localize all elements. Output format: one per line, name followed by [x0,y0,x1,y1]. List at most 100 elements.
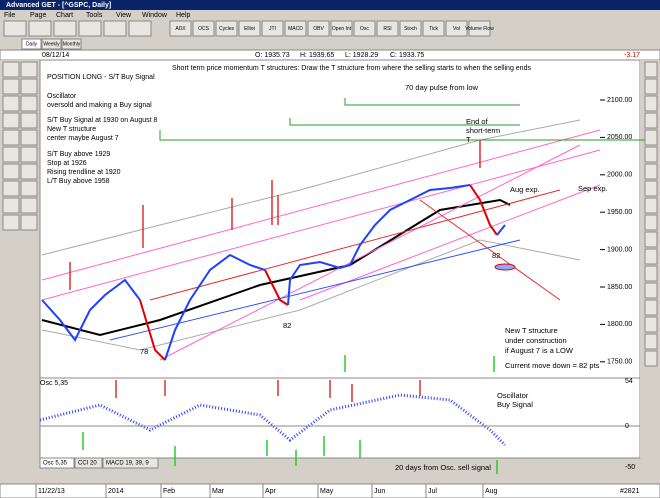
side-button[interactable] [644,248,658,265]
side-button[interactable] [2,146,20,163]
side-button[interactable] [644,163,658,180]
side-button[interactable] [644,95,658,112]
chart-annotation: 82 [283,321,291,330]
toolbar-button[interactable] [330,20,353,37]
toolbar-button[interactable] [399,20,422,37]
toolbar-label: OCS [198,26,210,32]
menu-item[interactable]: Help [176,12,191,19]
side-button[interactable] [20,78,38,95]
side-button[interactable] [644,316,658,333]
chart-annotation: 70 day pulse from low [405,83,479,92]
oscillator-y-label: 54 [625,378,633,385]
toolbar-button[interactable] [78,20,102,37]
bottom-tab[interactable] [102,457,159,469]
bottom-tab[interactable] [39,457,75,469]
toolbar-button[interactable] [215,20,238,37]
x-tick-label: Jul [428,488,437,495]
side-button[interactable] [644,350,658,367]
side-button[interactable] [644,231,658,248]
side-button[interactable] [20,163,38,180]
toolbar-button[interactable] [307,20,330,37]
side-button[interactable] [644,78,658,95]
side-button[interactable] [2,197,20,214]
side-button[interactable] [644,197,658,214]
bottom-tab[interactable] [74,457,103,469]
side-button[interactable] [2,95,20,112]
x-tick-label: 11/22/13 [38,488,65,495]
y-tick-label: 2000.00 [607,172,632,179]
toolbar-button[interactable] [3,20,27,37]
side-button[interactable] [2,78,20,95]
chart-note: New T structure [47,126,96,133]
oscillator-annotation: Oscillator [497,391,529,400]
side-button[interactable] [20,129,38,146]
side-button[interactable] [2,214,20,231]
menu-item[interactable]: Page [30,12,46,19]
x-tick-label: Feb [163,488,175,495]
chart-note: Rising trendline at 1920 [47,169,121,176]
side-button[interactable] [20,180,38,197]
toolbar-button[interactable] [103,20,127,37]
chart-annotation: Aug exp. [510,185,540,194]
menu-item[interactable]: Window [142,12,168,19]
tab[interactable] [61,38,82,50]
side-button[interactable] [2,180,20,197]
side-button[interactable] [644,333,658,350]
side-button[interactable] [20,95,38,112]
side-button[interactable] [20,112,38,129]
side-button[interactable] [2,163,20,180]
side-button[interactable] [644,61,658,78]
toolbar-button[interactable] [468,20,491,37]
toolbar-label: OBV [313,26,324,32]
toolbar-button[interactable] [284,20,307,37]
menu-item[interactable]: Chart [56,12,73,19]
toolbar-button[interactable] [53,20,77,37]
menu-item[interactable]: File [4,12,15,19]
toolbar [0,20,660,37]
side-button[interactable] [644,180,658,197]
tab[interactable] [41,38,62,50]
side-button[interactable] [644,214,658,231]
toolbar-button[interactable] [128,20,152,37]
toolbar-button[interactable] [422,20,445,37]
tab[interactable] [21,38,42,50]
x-tick-label: Apr [265,488,277,495]
toolbar-label: Open Int [332,26,352,32]
side-button[interactable] [644,282,658,299]
side-button[interactable] [2,112,20,129]
toolbar-button[interactable] [261,20,284,37]
menu-item[interactable]: View [116,12,132,19]
toolbar-button[interactable] [353,20,376,37]
info-high: H: 1939.65 [300,52,334,59]
chart-note: Oscillator [47,93,77,100]
toolbar-button[interactable] [192,20,215,37]
chart-note: S/T Buy Signal at 1930 on August 8 [47,117,158,124]
menu-item[interactable]: Tools [86,12,103,19]
side-button[interactable] [20,61,38,78]
toolbar-button[interactable] [169,20,192,37]
chart-annotation: short-term [466,126,500,135]
side-button[interactable] [20,146,38,163]
side-button[interactable] [2,61,20,78]
side-button[interactable] [644,146,658,163]
bottom-tab-label: MACD 19, 39, 9 [106,461,149,467]
chart-note: oversold and making a Buy signal [47,102,152,109]
side-button[interactable] [20,214,38,231]
side-button[interactable] [644,265,658,282]
y-tick-label: 2100.00 [607,97,632,104]
side-button[interactable] [644,112,658,129]
tab-label: Monthly [63,41,81,47]
toolbar-button[interactable] [445,20,468,37]
oscillator-panel [39,377,641,459]
side-button[interactable] [644,299,658,316]
side-button[interactable] [2,129,20,146]
y-tick-label: 1800.00 [607,321,632,328]
chart-annotation: 82 [492,251,500,260]
toolbar-button[interactable] [238,20,261,37]
side-button[interactable] [20,197,38,214]
side-button[interactable] [644,129,658,146]
toolbar-button[interactable] [376,20,399,37]
toolbar-button[interactable] [28,20,52,37]
x-tick-label: Jun [374,488,385,495]
